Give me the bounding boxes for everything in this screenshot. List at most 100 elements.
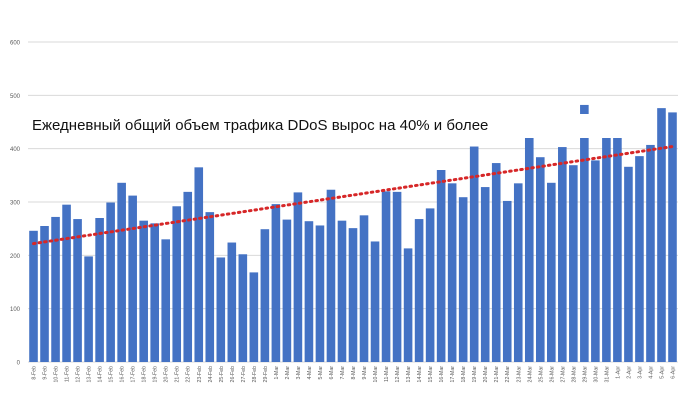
x-tick-label: 27-Mar [560, 366, 566, 383]
bar [106, 202, 115, 362]
bar [150, 223, 159, 362]
bar [139, 220, 148, 362]
bar [524, 136, 534, 362]
bar [657, 108, 666, 362]
bar [613, 128, 622, 362]
bar [161, 239, 171, 362]
x-tick-label: 9-Mar [362, 366, 368, 380]
bar [238, 254, 248, 362]
bar [359, 215, 369, 362]
y-tick-label: 600 [10, 41, 21, 47]
x-tick-label: 20-Feb [164, 366, 170, 383]
x-tick-label: 2-Apr [626, 366, 632, 379]
bar [513, 183, 523, 362]
bar [51, 216, 60, 362]
bar [282, 219, 292, 362]
bar [205, 212, 215, 362]
bar [668, 112, 677, 363]
chart-title: Ежедневный общий объем трафика DDoS выро… [28, 114, 636, 138]
x-tick-label: 9-Feb [43, 366, 49, 380]
x-tick-label: 10-Feb [54, 366, 60, 383]
x-tick-label: 18-Mar [461, 366, 467, 383]
x-tick-label: 12-Feb [76, 366, 82, 383]
x-tick-label: 25-Mar [538, 366, 544, 383]
bar [249, 272, 259, 362]
bar [491, 163, 501, 362]
y-tick-label: 100 [10, 307, 21, 313]
bar [326, 189, 336, 362]
trendline [32, 145, 674, 246]
bar [403, 248, 413, 362]
x-tick-label: 2-Mar [285, 366, 291, 380]
x-tick-label: 6-Mar [329, 366, 335, 380]
bar [337, 220, 347, 362]
x-tick-label: 1-Apr [615, 366, 621, 379]
y-tick-label: 200 [10, 254, 21, 260]
bar [348, 228, 358, 362]
bar [84, 256, 93, 362]
x-tick-label: 3-Apr [637, 366, 643, 379]
bar [436, 170, 446, 362]
bar [62, 204, 71, 362]
x-tick-label: 15-Mar [428, 366, 434, 383]
x-tick-label: 24-Feb [208, 366, 214, 383]
x-tick-label: 22-Feb [186, 366, 192, 383]
bar [635, 156, 644, 362]
x-tick-label: 22-Mar [505, 366, 511, 383]
x-tick-label: 15-Feb [109, 366, 115, 383]
bar [502, 200, 512, 362]
x-tick-label: 11-Mar [384, 366, 390, 382]
y-tick-label: 0 [17, 361, 21, 367]
bar [624, 166, 633, 362]
x-tick-label: 11-Feb [65, 366, 71, 382]
x-tick-label: 10-Mar [373, 366, 379, 383]
x-tick-label: 29-Mar [582, 366, 588, 383]
bar [591, 160, 600, 362]
x-tick-label: 7-Mar [340, 366, 346, 380]
bar [447, 183, 457, 362]
bar [73, 219, 82, 362]
bar [194, 167, 204, 362]
bar [646, 144, 655, 362]
bar [458, 197, 468, 362]
x-tick-label: 18-Feb [142, 366, 148, 383]
x-tick-label: 12-Mar [395, 366, 401, 383]
x-tick-label: 13-Feb [87, 366, 93, 383]
x-tick-label: 5-Apr [659, 366, 665, 379]
x-tick-label: 8-Mar [351, 366, 357, 380]
bar [370, 241, 380, 362]
x-tick-label: 16-Mar [439, 366, 445, 383]
bar [425, 208, 435, 362]
bar [227, 242, 237, 362]
x-tick-label: 24-Mar [527, 366, 533, 383]
x-tick-label: 26-Mar [549, 366, 555, 383]
x-tick-label: 25-Feb [219, 366, 225, 383]
bar [183, 191, 193, 362]
x-tick-label: 19-Feb [153, 366, 159, 383]
x-tick-label: 21-Mar [494, 366, 500, 383]
x-tick-label: 28-Mar [571, 366, 577, 383]
bar [469, 146, 479, 362]
x-tick-label: 3-Mar [296, 366, 302, 380]
bar [580, 104, 589, 362]
x-tick-label: 14-Mar [417, 366, 423, 383]
bar [414, 219, 424, 362]
x-tick-label: 6-Apr [670, 366, 676, 379]
x-tick-label: 26-Feb [230, 366, 236, 383]
bar [381, 191, 391, 362]
y-tick-label: 300 [10, 201, 21, 207]
x-tick-label: 17-Mar [450, 366, 456, 383]
x-tick-label: 14-Feb [98, 366, 104, 383]
bar [29, 230, 38, 362]
x-tick-label: 21-Feb [175, 366, 181, 383]
bar [40, 226, 49, 362]
bar [315, 225, 325, 362]
x-tick-label: 4-Mar [307, 366, 313, 380]
bar [172, 206, 182, 362]
bar [547, 182, 556, 362]
bar [535, 157, 545, 362]
bar [128, 195, 137, 362]
bar [271, 204, 281, 362]
y-tick-label: 500 [10, 94, 21, 100]
